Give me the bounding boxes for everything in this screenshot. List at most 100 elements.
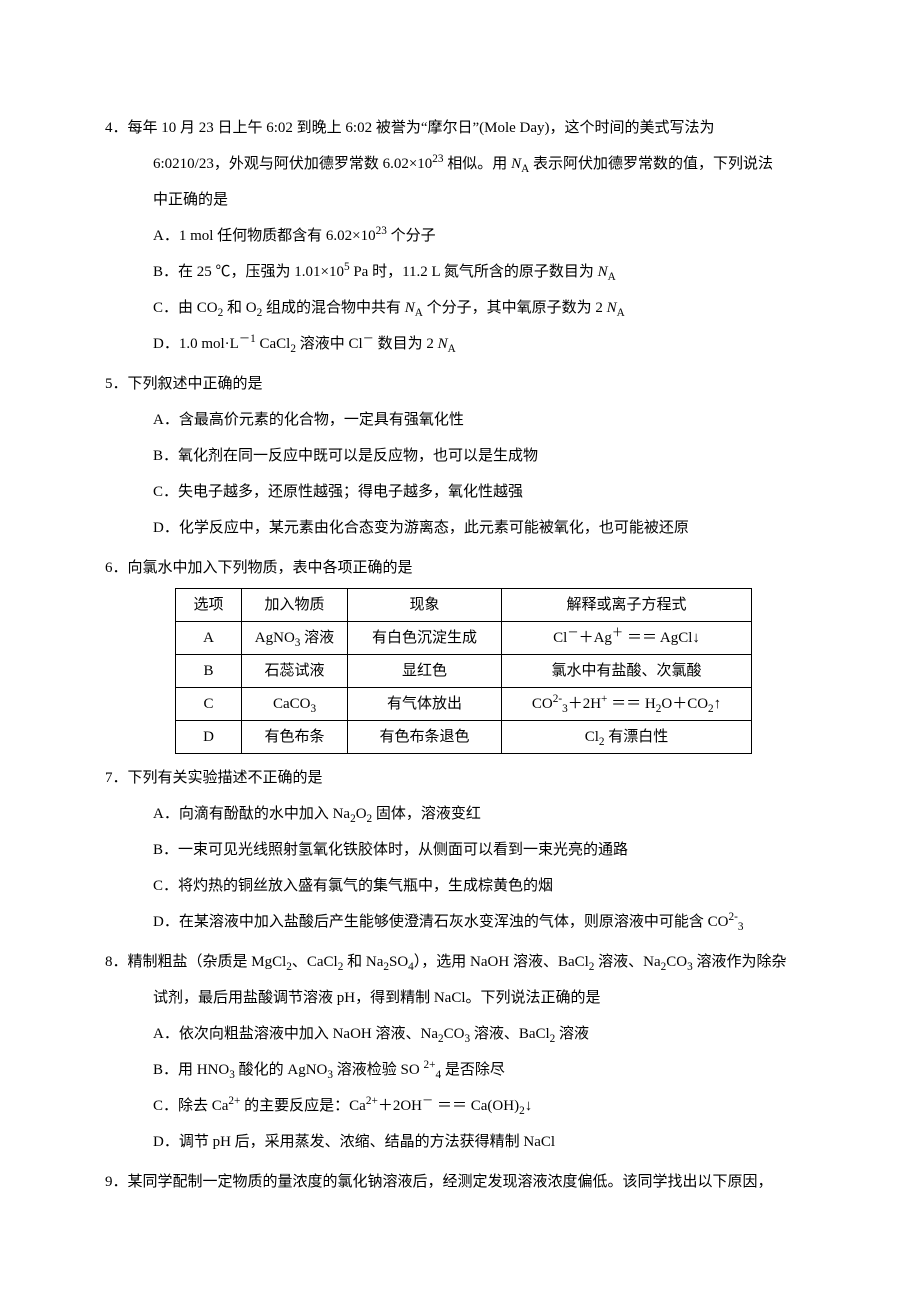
q6-row-c: C CaCO3 有气体放出 CO2-3＋2H+ ＝＝ H2O＋CO2↑ <box>176 688 752 721</box>
question-7: 7．下列有关实验描述不正确的是 A．向滴有酚酞的水中加入 Na2O2 固体，溶液… <box>105 760 815 940</box>
q8-a-5: 溶液、BaCl <box>470 1026 550 1042</box>
q6-a-add-pre: AgNO <box>255 630 295 646</box>
q6-d-expl: Cl2 有漂白性 <box>502 721 752 754</box>
q6-a-phen: 有白色沉淀生成 <box>348 622 502 655</box>
q8-s1-14: 溶液作为除杂 <box>693 954 787 970</box>
q7-option-b: B．一束可见光线照射氢氧化铁胶体时，从侧面可以看到一束光亮的通路 <box>105 832 815 868</box>
q7-a-mid: O <box>356 806 367 822</box>
q4-stem-line3: 中正确的是 <box>105 182 815 218</box>
q6-d-add: 有色布条 <box>242 721 348 754</box>
q4-d-mid: CaCl <box>256 336 291 352</box>
q6-table: 选项 加入物质 现象 解释或离子方程式 A AgNO3 溶液 有白色沉淀生成 C… <box>175 588 752 754</box>
q8-c-6: － <box>422 1095 433 1107</box>
q6-table-wrap: 选项 加入物质 现象 解释或离子方程式 A AgNO3 溶液 有白色沉淀生成 C… <box>105 588 815 754</box>
q6-c-e3: ＋2H <box>568 696 601 712</box>
q4-b-mid: Pa 时，11.2 L 氮气所含的原子数目为 <box>350 264 598 280</box>
q8-a-1: A．依次向粗盐溶液中加入 NaOH 溶液、Na <box>153 1026 438 1042</box>
q8-option-d: D．调节 pH 后，采用蒸发、浓缩、结晶的方法获得精制 NaCl <box>105 1124 815 1160</box>
q6-a-expl: Cl－＋Ag＋ ＝＝ AgCl↓ <box>502 622 752 655</box>
q6-a-e5: ＝＝ AgCl↓ <box>623 630 700 646</box>
q4-d-sup2: － <box>363 333 374 345</box>
q6-a-add: AgNO3 溶液 <box>242 622 348 655</box>
q7-option-a: A．向滴有酚酞的水中加入 Na2O2 固体，溶液变红 <box>105 796 815 832</box>
q6-c-opt: C <box>176 688 242 721</box>
q8-s1-4: 和 Na <box>343 954 383 970</box>
q6-d-e1: Cl <box>585 729 599 745</box>
question-9: 9．某同学配制一定物质的量浓度的氯化钠溶液后，经测定发现溶液浓度偏低。该同学找出… <box>105 1164 815 1200</box>
q6-d-opt: D <box>176 721 242 754</box>
q6-header-row: 选项 加入物质 现象 解释或离子方程式 <box>176 589 752 622</box>
q4-b-sub: A <box>608 271 616 283</box>
question-6: 6．向氯水中加入下列物质，表中各项正确的是 选项 加入物质 现象 解释或离子方程… <box>105 550 815 754</box>
q8-s1-2: 、CaCl <box>292 954 338 970</box>
q4-option-a: A．1 mol 任何物质都含有 6.02×1023 个分子 <box>105 218 815 254</box>
q6-stem: 6．向氯水中加入下列物质，表中各项正确的是 <box>105 550 815 586</box>
q6-b-add: 石蕊试液 <box>242 655 348 688</box>
question-5: 5．下列叙述中正确的是 A．含最高价元素的化合物，一定具有强氧化性 B．氧化剂在… <box>105 366 815 546</box>
q4-c-pre: C．由 CO <box>153 300 218 316</box>
q4-c-mid2: 组成的混合物中共有 <box>262 300 405 316</box>
q7-option-c: C．将灼热的铜丝放入盛有氯气的集气瓶中，生成棕黄色的烟 <box>105 868 815 904</box>
q7-d-sub: 3 <box>738 921 744 933</box>
q8-s1-10: 溶液、Na <box>594 954 660 970</box>
q6-c-e1: CO <box>532 696 553 712</box>
q4-d-asub: A <box>448 343 456 355</box>
q4-b-na: N <box>598 264 608 280</box>
q6-h-opt: 选项 <box>176 589 242 622</box>
q8-c-9: ↓ <box>525 1098 533 1114</box>
q4-c-mid3: 个分子，其中氧原子数为 2 <box>423 300 607 316</box>
q6-c-e7: O＋CO <box>661 696 708 712</box>
q6-c-expl: CO2-3＋2H+ ＝＝ H2O＋CO2↑ <box>502 688 752 721</box>
q6-a-e2: － <box>567 627 578 639</box>
q8-option-c: C．除去 Ca2+ 的主要反应是：Ca2+＋2OH－ ＝＝ Ca(OH)2↓ <box>105 1088 815 1124</box>
q6-b-expl: 氯水中有盐酸、次氯酸 <box>502 655 752 688</box>
q8-c-2: 2+ <box>228 1095 240 1107</box>
q6-a-e1: Cl <box>553 630 567 646</box>
q6-a-e4: ＋ <box>612 627 623 639</box>
q6-a-add-tail: 溶液 <box>300 630 334 646</box>
q6-h-expl: 解释或离子方程式 <box>502 589 752 622</box>
q4-s2-sub: A <box>521 163 529 175</box>
q8-c-4: 2+ <box>366 1095 378 1107</box>
q4-c-mid1: 和 O <box>223 300 256 316</box>
q7-a-tail: 固体，溶液变红 <box>372 806 481 822</box>
q9-stem: 9．某同学配制一定物质的量浓度的氯化钠溶液后，经测定发现溶液浓度偏低。该同学找出… <box>105 1164 815 1200</box>
q8-b-5: 溶液检验 SO <box>333 1062 423 1078</box>
q8-s1-6: SO <box>389 954 408 970</box>
q4-s2-pre: 6:0210/23，外观与阿伏加德罗常数 6.02×10 <box>153 156 432 172</box>
q7-stem: 7．下列有关实验描述不正确的是 <box>105 760 815 796</box>
q4-d-mid2: 溶液中 Cl <box>296 336 363 352</box>
q8-stem-line2: 试剂，最后用盐酸调节溶液 pH，得到精制 NaCl。下列说法正确的是 <box>105 980 815 1016</box>
q8-s1-12: CO <box>666 954 687 970</box>
q4-option-b: B．在 25 ℃，压强为 1.01×105 Pa 时，11.2 L 氮气所含的原… <box>105 254 815 290</box>
q4-a-pre: A．1 mol 任何物质都含有 6.02×10 <box>153 228 376 244</box>
q4-s2-tail: 表示阿伏加德罗常数的值，下列说法 <box>529 156 773 172</box>
q4-b-pre: B．在 25 ℃，压强为 1.01×10 <box>153 264 344 280</box>
q6-c-add: CaCO3 <box>242 688 348 721</box>
q8-option-a: A．依次向粗盐溶液中加入 NaOH 溶液、Na2CO3 溶液、BaCl2 溶液 <box>105 1016 815 1052</box>
q6-c-add-pre: CaCO <box>273 696 311 712</box>
q8-c-1: C．除去 Ca <box>153 1098 228 1114</box>
q4-a-tail: 个分子 <box>387 228 436 244</box>
q4-s2-na: N <box>511 156 521 172</box>
q6-h-add: 加入物质 <box>242 589 348 622</box>
q7-d-pre: D．在某溶液中加入盐酸后产生能够使澄清石灰水变浑浊的气体，则原溶液中可能含 CO <box>153 914 728 930</box>
q4-stem-line2: 6:0210/23，外观与阿伏加德罗常数 6.02×1023 相似。用 NA 表… <box>105 146 815 182</box>
q8-b-3: 酸化的 AgNO <box>235 1062 328 1078</box>
question-4: 4．每年 10 月 23 日上午 6:02 到晚上 6:02 被誉为“摩尔日”(… <box>105 110 815 362</box>
q6-b-opt: B <box>176 655 242 688</box>
q4-c-na2: N <box>607 300 617 316</box>
q5-option-d: D．化学反应中，某元素由化合态变为游离态，此元素可能被氧化，也可能被还原 <box>105 510 815 546</box>
q8-option-b: B．用 HNO3 酸化的 AgNO3 溶液检验 SO 2+4 是否除尽 <box>105 1052 815 1088</box>
q4-d-na: N <box>438 336 448 352</box>
q8-a-3: CO <box>444 1026 465 1042</box>
q5-stem: 5．下列叙述中正确的是 <box>105 366 815 402</box>
q6-a-e3: ＋Ag <box>579 630 612 646</box>
q6-d-phen: 有色布条退色 <box>348 721 502 754</box>
q8-b-7: 是否除尽 <box>441 1062 505 1078</box>
q8-c-7: ＝＝ Ca(OH) <box>433 1098 519 1114</box>
q8-b-6: 2+ <box>423 1059 435 1071</box>
q4-d-pre: D．1.0 mol·L <box>153 336 239 352</box>
q5-option-a: A．含最高价元素的化合物，一定具有强氧化性 <box>105 402 815 438</box>
q8-s1-8: ），选用 NaOH 溶液、BaCl <box>414 954 589 970</box>
